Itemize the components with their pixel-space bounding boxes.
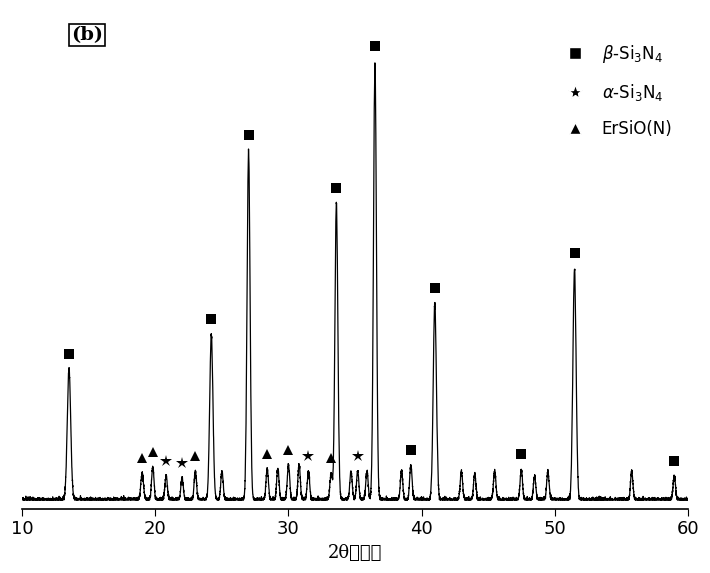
X-axis label: 2θ（度）: 2θ（度） [328, 544, 382, 562]
Legend: $\beta$-Si$_3$N$_4$, $\alpha$-Si$_3$N$_4$, ErSiO(N): $\beta$-Si$_3$N$_4$, $\alpha$-Si$_3$N$_4… [552, 37, 679, 144]
Text: (b): (b) [71, 26, 103, 44]
